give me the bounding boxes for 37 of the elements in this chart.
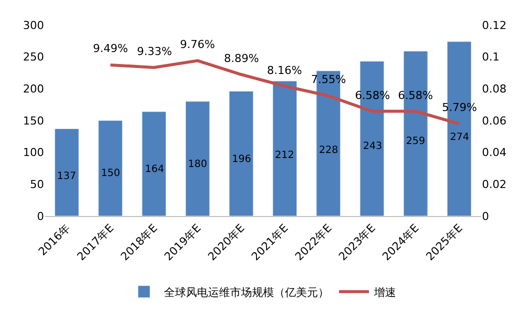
y2-tick-label: 0 xyxy=(482,210,489,223)
y-tick-label: 200 xyxy=(23,82,44,96)
y-tick-label: 150 xyxy=(23,114,44,128)
bar xyxy=(98,120,123,216)
y2-tick-label: 0.04 xyxy=(482,146,506,160)
y-tick-label: 0 xyxy=(37,210,44,223)
bar xyxy=(142,111,166,216)
legend-label: 增速 xyxy=(373,286,396,299)
bar xyxy=(54,128,80,216)
data-label: 137 xyxy=(57,171,76,182)
data-label: 259 xyxy=(406,136,426,147)
bar xyxy=(185,101,210,216)
data-label: 9.33% xyxy=(137,45,172,58)
data-label: 228 xyxy=(319,145,338,156)
y-tick-label: 50 xyxy=(30,178,44,192)
data-label: 243 xyxy=(363,141,382,152)
y-tick-label: 100 xyxy=(23,146,44,160)
y2-tick-label: 0.12 xyxy=(482,18,506,32)
data-label: 8.89% xyxy=(224,52,259,65)
y-tick-label: 250 xyxy=(23,50,44,64)
data-label: 180 xyxy=(188,159,208,170)
data-label: 196 xyxy=(232,154,252,165)
y2-tick-label: 0.06 xyxy=(482,114,506,128)
y2-tick-label: 0.08 xyxy=(482,82,506,96)
y-tick-label: 300 xyxy=(23,18,44,32)
bar xyxy=(228,90,254,216)
y2-tick-label: 0.02 xyxy=(482,178,506,192)
data-label: 9.76% xyxy=(180,38,215,51)
data-label: 274 xyxy=(450,132,470,143)
data-label: 9.49% xyxy=(93,42,128,55)
data-label: 164 xyxy=(145,164,164,175)
y2-tick-label: 0.1 xyxy=(482,50,500,64)
data-label: 150 xyxy=(101,168,120,179)
legend-label: 全球风电运维市场规模（亿美元） xyxy=(164,286,329,299)
data-label: 212 xyxy=(275,150,294,161)
bar xyxy=(272,80,298,216)
data-label: 8.16% xyxy=(267,64,302,77)
